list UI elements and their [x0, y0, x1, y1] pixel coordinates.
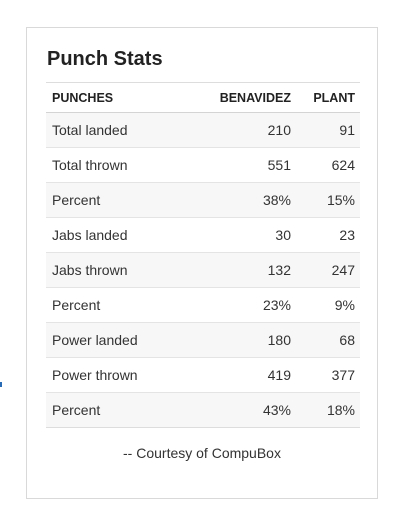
benavidez-value: 419 [202, 357, 291, 393]
courtesy-note: -- Courtesy of CompuBox [123, 445, 281, 461]
table-row: Jabs landed 30 23 [46, 217, 360, 253]
row-label: Total thrown [46, 147, 202, 183]
plant-value: 91 [291, 112, 360, 148]
benavidez-value: 23% [202, 287, 291, 323]
column-header-benavidez: BENAVIDEZ [202, 82, 291, 113]
table-row: Percent 38% 15% [46, 182, 360, 218]
plant-value: 9% [291, 287, 360, 323]
card-title: Punch Stats [47, 48, 163, 70]
benavidez-value: 38% [202, 182, 291, 218]
plant-value: 377 [291, 357, 360, 393]
benavidez-value: 210 [202, 112, 291, 148]
table-row: Power thrown 419 377 [46, 357, 360, 393]
plant-value: 624 [291, 147, 360, 183]
row-label: Jabs thrown [46, 252, 202, 288]
row-label: Jabs landed [46, 217, 202, 253]
table-row: Total thrown 551 624 [46, 147, 360, 183]
row-label: Power landed [46, 322, 202, 358]
plant-value: 15% [291, 182, 360, 218]
row-label: Percent [46, 182, 202, 218]
table-header-row: PUNCHES BENAVIDEZ PLANT [46, 82, 360, 113]
benavidez-value: 132 [202, 252, 291, 288]
table-row: Jabs thrown 132 247 [46, 252, 360, 288]
punch-stats-table: PUNCHES BENAVIDEZ PLANT Total landed 210… [46, 82, 360, 428]
punch-stats-card: Punch Stats PUNCHES BENAVIDEZ PLANT Tota… [26, 27, 378, 499]
column-header-plant: PLANT [291, 82, 360, 113]
benavidez-value: 43% [202, 392, 291, 428]
row-label: Power thrown [46, 357, 202, 393]
plant-value: 18% [291, 392, 360, 428]
benavidez-value: 180 [202, 322, 291, 358]
row-label: Percent [46, 287, 202, 323]
table-row: Percent 43% 18% [46, 392, 360, 428]
table-row: Percent 23% 9% [46, 287, 360, 323]
row-label: Percent [46, 392, 202, 428]
table-row: Power landed 180 68 [46, 322, 360, 358]
benavidez-value: 551 [202, 147, 291, 183]
row-label: Total landed [46, 112, 202, 148]
plant-value: 247 [291, 252, 360, 288]
plant-value: 68 [291, 322, 360, 358]
benavidez-value: 30 [202, 217, 291, 253]
page-edge-marker [0, 382, 2, 387]
plant-value: 23 [291, 217, 360, 253]
column-header-punches: PUNCHES [46, 82, 202, 113]
table-row: Total landed 210 91 [46, 112, 360, 148]
